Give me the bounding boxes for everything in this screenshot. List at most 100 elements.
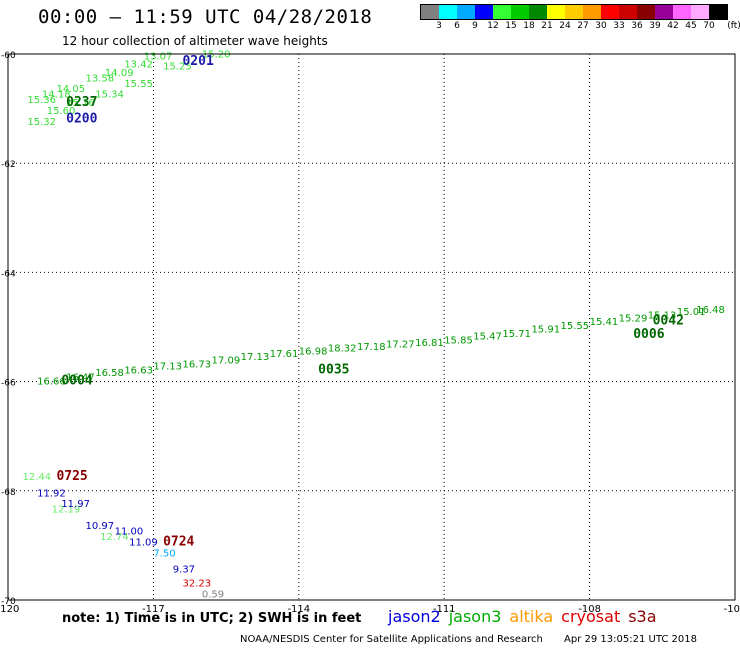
satellite-s3a: s3a [628, 607, 657, 626]
wave-height-label: 0.59 [202, 589, 224, 600]
lon-tick-label: -105 [724, 604, 740, 615]
wave-height-label: 15.16 [66, 98, 95, 109]
wave-height-label: 11.09 [129, 537, 158, 548]
wave-height-label: 15.36 [27, 95, 56, 106]
legend-swatch [655, 5, 673, 19]
track-s3a: 0.59 [202, 589, 224, 600]
footer: NOAA/NESDIS Center for Satellite Applica… [240, 634, 697, 645]
wave-height-label: 15.25 [163, 61, 192, 72]
map-frame [7, 53, 736, 601]
legend-swatch [637, 5, 655, 19]
wave-height-label: 15.71 [502, 329, 531, 340]
wave-height-tracks: 15.3614.1814.0513.5814.0913.4213.0715.25… [23, 49, 725, 600]
wave-height-label: 15.47 [473, 332, 502, 343]
pass-time-label: 0725 [56, 469, 87, 484]
pass-time-label: 0237 [66, 95, 97, 110]
legend-label: 42 [667, 21, 679, 31]
legend-swatch [439, 5, 457, 19]
legend-label: 18 [523, 21, 535, 31]
legend-swatch [457, 5, 475, 19]
wave-height-label: 13.07 [144, 51, 173, 62]
lon-tick-label: -111 [433, 604, 456, 615]
track-jason2: 7.50 [153, 548, 175, 559]
pass-time-label: 0200 [66, 111, 97, 126]
legend-label: 45 [685, 21, 697, 31]
wave-height-label: 15.55 [561, 321, 590, 332]
satellite-legend: jason2 jason3 altika cryosat s3a [388, 607, 665, 626]
wave-height-label: 15.32 [27, 117, 56, 128]
legend-swatch [691, 5, 709, 19]
lat-tick-label: -70 [1, 597, 16, 607]
footer-org: NOAA/NESDIS Center for Satellite Applica… [240, 634, 543, 645]
wave-height-label: 13.58 [86, 73, 115, 84]
wave-height-label: 18.32 [328, 344, 357, 355]
legend-swatches [420, 4, 728, 20]
wave-height-label: 16.58 [95, 368, 124, 379]
wave-height-label: 9.37 [173, 565, 195, 576]
wave-height-label: 13.42 [124, 60, 153, 71]
legend-swatch [511, 5, 529, 19]
legend-label: 33 [613, 21, 625, 31]
wave-height-label: 15.01 [677, 307, 706, 318]
page-title: 00:00 – 11:59 UTC 04/28/2018 [38, 6, 373, 28]
wave-height-label: 16.47 [66, 373, 95, 384]
pass-time-label: 0004 [61, 373, 92, 388]
track-jason3: 16.66 16.47 16.58 16.63 17.13 16.73 17.09 17.13… [37, 305, 725, 388]
pass-time-label: 0042 [653, 313, 684, 328]
pass-time-label: 0006 [633, 327, 664, 342]
legend-label: 27 [577, 21, 589, 31]
wave-height-label: 15.29 [619, 314, 648, 325]
footer-timestamp: Apr 29 13:05:21 UTC 2018 [564, 634, 697, 645]
legend-label: 24 [559, 21, 571, 31]
legend-swatch [475, 5, 493, 19]
wave-height-label: 14.09 [105, 68, 134, 79]
wave-height-label: 11.00 [115, 526, 144, 537]
lon-tick-label: -114 [287, 604, 310, 615]
wave-height-label: 16.73 [182, 359, 211, 370]
lon-tick-label: -117 [142, 604, 165, 615]
lon-tick-label: -108 [578, 604, 601, 615]
satellite-jason3: jason3 [448, 607, 502, 626]
satellite-jason2: jason2 [388, 607, 441, 626]
legend-swatch [565, 5, 583, 19]
legend-label: 70 [703, 21, 715, 31]
legend-label: 9 [472, 21, 478, 31]
wave-height-label: 7.50 [153, 548, 175, 559]
legend-label: 21 [541, 21, 553, 31]
legend-swatch [601, 5, 619, 19]
satellite-altika: altika [509, 607, 554, 626]
lon-tick-label: -120 [0, 604, 19, 615]
legend-swatch [529, 5, 547, 19]
wave-height-label: 16.66 [37, 376, 66, 387]
wave-height-color-legend: 3 6 9 12 15 18 21 24 27 30 33 36 39 42 45 70 (ft) [420, 4, 740, 32]
legend-label: 15 [505, 21, 517, 31]
legend-swatch [673, 5, 691, 19]
wave-height-label: 17.13 [153, 362, 182, 373]
wave-height-label: 15.55 [124, 79, 153, 90]
track-cryosat: 32.23 [182, 578, 211, 589]
pass-time-label: 0035 [318, 362, 349, 377]
wave-height-label: 32.23 [182, 578, 211, 589]
map-grid [8, 54, 735, 600]
wave-height-label: 17.18 [357, 342, 386, 353]
wave-height-label: 15.85 [444, 335, 473, 346]
wave-height-label: 10.97 [86, 521, 115, 532]
wave-height-label: 11.92 [37, 488, 66, 499]
units-note: note: 1) Time is in UTC; 2) SWH is in fe… [62, 611, 362, 626]
wave-height-label: 15.34 [95, 90, 124, 101]
legend-unit: (ft) [727, 21, 740, 31]
wave-height-label: 17.09 [212, 356, 241, 367]
pass-time-label: 0201 [182, 54, 213, 69]
legend-labels: 3 6 9 12 15 18 21 24 27 30 33 36 39 42 45 70 (ft) [420, 20, 740, 32]
wave-height-label: 17.27 [386, 340, 415, 351]
wave-height-label: 11.97 [61, 499, 90, 510]
legend-swatch [709, 5, 727, 19]
legend-label: 12 [487, 21, 499, 31]
wave-height-label: 15.60 [47, 106, 76, 117]
wave-height-label: 17.61 [270, 349, 299, 360]
satellite-cryosat: cryosat [561, 607, 621, 626]
wave-height-label: 15.20 [202, 49, 231, 60]
legend-label: 39 [649, 21, 661, 31]
